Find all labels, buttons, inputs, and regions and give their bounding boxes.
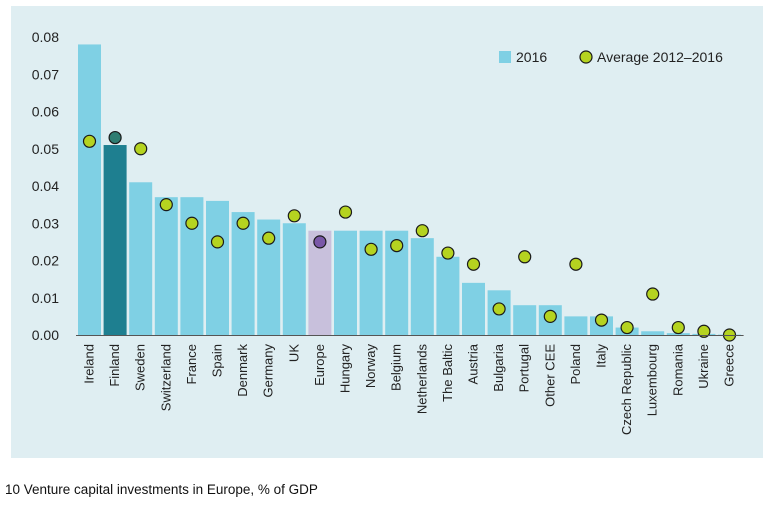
average-dot-europe [313, 235, 327, 249]
bar-austria [462, 282, 485, 335]
chart-svg: 0.00 0.01 0.02 0.03 0.04 0.05 0.06 0.07 0.08 Ire… [32, 29, 744, 435]
average-dot-the-baltic [441, 246, 455, 260]
average-dot-ireland [82, 134, 97, 148]
average-dot-luxembourg [646, 287, 660, 301]
bar-norway [359, 230, 383, 335]
legend: 2016 Average 2012–2016 [499, 49, 723, 65]
x-tick-label-finland: Finland [107, 344, 122, 387]
y-tick-label: 0.02 [32, 253, 59, 269]
y-tick-label: 0.03 [32, 215, 59, 231]
x-tick-label-austria: Austria [466, 343, 481, 384]
bar-denmark [231, 212, 255, 335]
x-tick-label-other-cee: Other CEE [542, 344, 557, 407]
x-tick-label-poland: Poland [568, 344, 583, 384]
x-tick-label-greece: Greece [722, 344, 737, 387]
bar-luxembourg [641, 331, 665, 335]
bar-spain [206, 200, 229, 335]
average-dot-portugal [518, 250, 532, 264]
bar-belgium [385, 230, 409, 335]
x-tick-label-belgium: Belgium [389, 344, 404, 391]
bar-netherlands [410, 238, 434, 335]
x-axis-labels: Ireland Finland Sweden Switzerland France Spa… [82, 343, 737, 435]
y-axis: 0.00 0.01 0.02 0.03 0.04 0.05 0.06 0.07 0.08 [32, 29, 59, 343]
legend-label-average: Average 2012–2016 [597, 49, 723, 65]
average-dot-ukraine [697, 324, 711, 338]
x-tick-label-ireland: Ireland [82, 344, 97, 384]
bar-portugal [513, 305, 537, 335]
average-dot-romania [671, 320, 685, 335]
x-tick-label-uk: UK [286, 344, 301, 362]
average-dot-denmark [236, 216, 250, 230]
average-dot-other-cee [543, 309, 557, 323]
y-tick-label: 0.06 [32, 104, 59, 120]
average-dot-germany [262, 231, 276, 245]
average-dot-bulgaria [492, 302, 506, 316]
x-tick-label-the-baltic: The Baltic [440, 344, 455, 402]
y-tick-label: 0.08 [32, 29, 59, 45]
bar-finland [103, 145, 127, 335]
figure-caption: 10 Venture capital investments in Europe… [5, 482, 318, 497]
bar-hungary [334, 230, 357, 335]
bar-sweden [129, 182, 153, 335]
average-dot-finland [108, 130, 122, 145]
x-tick-label-czech-republic: Czech Republic [619, 344, 634, 436]
bar-the-baltic [436, 256, 460, 335]
x-tick-label-france: France [184, 344, 199, 384]
x-tick-label-italy: Italy [594, 344, 609, 368]
average-dot-czech-republic [620, 320, 634, 335]
x-tick-label-hungary: Hungary [338, 344, 353, 394]
x-tick-label-luxembourg: Luxembourg [645, 344, 660, 416]
average-dot-spain [210, 235, 225, 249]
x-tick-label-romania: Romania [670, 343, 685, 396]
legend-label-2016: 2016 [516, 49, 547, 65]
x-tick-label-norway: Norway [363, 344, 378, 389]
chart-panel: 0.00 0.01 0.02 0.03 0.04 0.05 0.06 0.07 0.08 Ire… [11, 6, 763, 458]
x-tick-label-portugal: Portugal [517, 344, 532, 393]
y-tick-label: 0.01 [32, 290, 59, 306]
bar-europe [308, 230, 332, 335]
x-tick-label-germany: Germany [261, 344, 276, 398]
average-dot-poland [569, 257, 583, 271]
average-dot-belgium [390, 239, 404, 253]
y-tick-label: 0.04 [32, 178, 59, 194]
legend-marker-average [579, 50, 593, 64]
x-tick-label-sweden: Sweden [133, 344, 148, 391]
average-dot-sweden [134, 142, 148, 156]
y-tick-label: 0.05 [32, 141, 59, 157]
bar-switzerland [154, 197, 178, 335]
x-tick-label-switzerland: Switzerland [158, 344, 173, 411]
bar-france [180, 197, 204, 335]
bars [78, 44, 741, 336]
bar-uk [282, 223, 306, 335]
bar-ireland [78, 44, 101, 335]
legend-swatch-2016 [499, 51, 511, 63]
x-tick-label-spain: Spain [210, 344, 225, 377]
average-dots [82, 130, 737, 342]
x-tick-label-bulgaria: Bulgaria [491, 343, 506, 391]
average-dot-switzerland [159, 198, 173, 212]
bar-poland [564, 316, 588, 335]
average-dot-austria [466, 257, 481, 271]
average-dot-netherlands [415, 224, 429, 238]
average-dot-hungary [338, 205, 353, 219]
average-dot-france [185, 216, 199, 230]
x-tick-label-ukraine: Ukraine [696, 344, 711, 389]
x-tick-label-europe: Europe [312, 344, 327, 386]
x-tick-label-netherlands: Netherlands [414, 344, 429, 415]
y-tick-label: 0.07 [32, 66, 59, 82]
y-tick-label: 0.00 [32, 327, 59, 343]
average-dot-italy [594, 313, 609, 327]
x-tick-label-denmark: Denmark [235, 344, 250, 397]
bar-germany [257, 219, 281, 335]
average-dot-uk [287, 209, 301, 223]
average-dot-norway [364, 242, 378, 256]
